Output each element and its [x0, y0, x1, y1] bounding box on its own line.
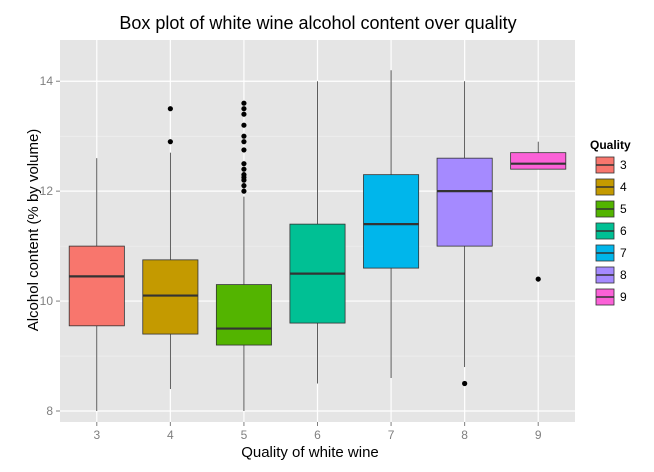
box-iqr	[436, 157, 493, 247]
box-marks	[68, 70, 567, 412]
y-tick-label: 14	[40, 74, 54, 88]
outlier-point	[241, 106, 247, 112]
legend-label: 7	[620, 246, 627, 260]
legend-label: 8	[620, 268, 627, 282]
box-quality-5	[215, 100, 272, 412]
legend-entry-5: 5	[594, 199, 627, 219]
outlier-point	[241, 139, 247, 145]
legend-entry-7: 7	[594, 243, 627, 263]
box-iqr	[142, 259, 199, 335]
legend-label: 6	[620, 224, 627, 238]
y-axis-title: Alcohol content (% by volume)	[25, 129, 42, 332]
box-iqr	[68, 245, 125, 327]
box-quality-4	[142, 106, 199, 390]
outlier-point	[241, 100, 247, 106]
legend-entry-4: 4	[594, 177, 627, 197]
outlier-point	[241, 147, 247, 153]
box-iqr	[363, 174, 420, 269]
chart-title: Box plot of white wine alcohol content o…	[119, 13, 516, 33]
box-quality-6	[289, 81, 346, 384]
legend: Quality 3 4 5 6 7 8 9	[590, 138, 631, 307]
legend-entry-6: 6	[594, 221, 627, 241]
outlier-point	[241, 161, 247, 167]
x-tick-label: 8	[461, 428, 468, 442]
box-quality-8	[436, 81, 493, 387]
box-quality-7	[363, 70, 420, 379]
box-quality-3	[68, 158, 125, 412]
outlier-point	[462, 380, 468, 387]
x-tick-label: 4	[167, 428, 174, 442]
x-tick-label: 9	[535, 428, 542, 442]
y-tick-label: 10	[40, 294, 54, 308]
axes: 8 10 12 14 3 4 5 6 7 8 9	[40, 74, 542, 442]
legend-entry-9: 9	[594, 287, 627, 307]
outlier-point	[241, 183, 247, 189]
legend-label: 4	[620, 180, 627, 194]
box-quality-9	[510, 141, 567, 282]
outlier-point	[241, 172, 247, 178]
x-tick-label: 3	[93, 428, 100, 442]
legend-label: 3	[620, 158, 627, 172]
x-tick-label: 7	[388, 428, 395, 442]
y-tick-label: 8	[46, 404, 53, 418]
outlier-point	[241, 133, 247, 139]
outlier-point	[241, 111, 247, 117]
outlier-point	[167, 106, 173, 112]
outlier-point	[241, 166, 247, 172]
x-tick-label: 6	[314, 428, 321, 442]
x-axis-title: Quality of white wine	[241, 444, 379, 461]
box-iqr	[215, 284, 272, 346]
x-tick-label: 5	[241, 428, 248, 442]
box-iqr	[510, 152, 567, 170]
legend-label: 5	[620, 202, 627, 216]
outlier-point	[241, 188, 247, 194]
legend-label: 9	[620, 290, 627, 304]
outlier-point	[535, 276, 541, 282]
outlier-point	[241, 122, 247, 128]
outlier-point	[167, 139, 173, 145]
legend-title: Quality	[590, 138, 631, 152]
legend-entry-3: 3	[594, 155, 627, 175]
legend-entry-8: 8	[594, 265, 627, 285]
y-tick-label: 12	[40, 184, 54, 198]
